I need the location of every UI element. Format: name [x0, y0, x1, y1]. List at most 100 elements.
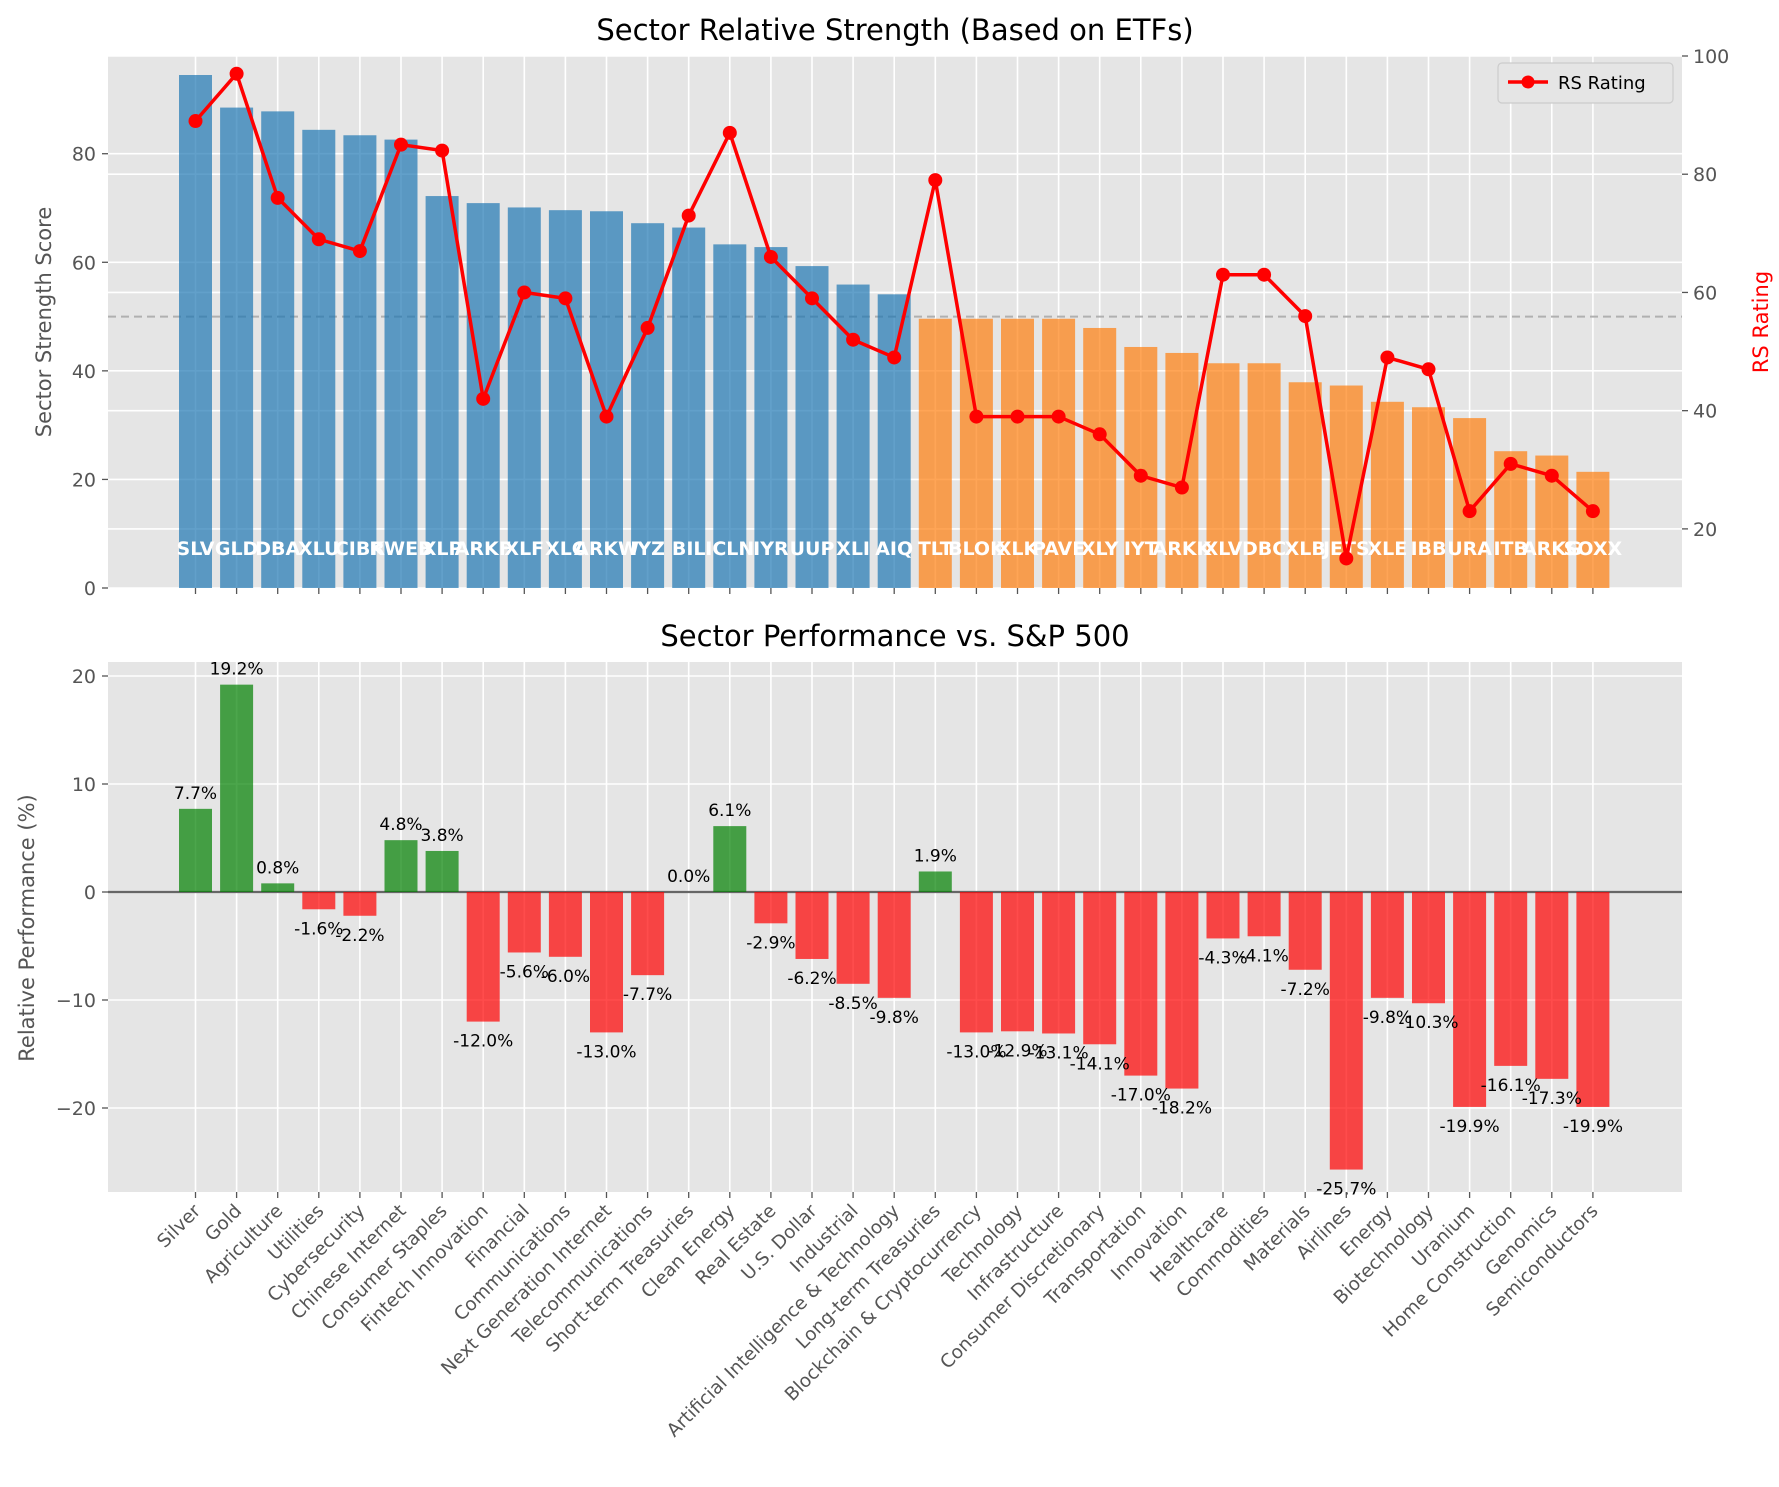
- value-label: -4.3%: [1198, 948, 1247, 968]
- performance-bar: [1001, 892, 1034, 1032]
- performance-bar: [590, 892, 623, 1033]
- rs-rating-markers: [188, 66, 1600, 566]
- y-tick-label: 0: [84, 882, 96, 904]
- strength-chart-title: Sector Relative Strength (Based on ETFs): [596, 13, 1193, 47]
- rs-marker: [558, 291, 573, 306]
- value-label: -9.8%: [1363, 1008, 1412, 1028]
- performance-x-ticks: SilverGoldAgricultureUtilitiesCybersecur…: [153, 1192, 1602, 1441]
- strength-bar: [1370, 401, 1404, 588]
- strength-x-ticks: [194, 588, 1594, 594]
- rs-y-ticks: 20 40 60 80 100: [1682, 46, 1729, 541]
- rs-marker: [1216, 267, 1230, 282]
- strength-bar: [1083, 327, 1117, 588]
- performance-bar: [507, 892, 541, 953]
- performance-bar: [425, 850, 459, 892]
- ticker-label: GLD: [215, 538, 258, 560]
- ticker-label: UUP: [790, 538, 835, 560]
- ticker-label: KWEB: [369, 538, 432, 560]
- ticker-label: XLP: [422, 538, 463, 560]
- y-tick-label: 0: [84, 578, 96, 600]
- strength-bar: [425, 196, 459, 589]
- value-label: -12.9%: [987, 1041, 1047, 1061]
- rs-marker: [763, 249, 778, 264]
- rs-marker: [229, 66, 244, 81]
- ticker-label: XLI: [836, 538, 870, 560]
- rs-marker: [188, 114, 203, 129]
- performance-bar: [1124, 892, 1158, 1076]
- rs-marker: [352, 244, 367, 259]
- ticker-label: DBC: [1242, 538, 1286, 560]
- performance-bar: [302, 892, 336, 910]
- value-label: -19.9%: [1440, 1117, 1500, 1137]
- performance-bar: [466, 892, 500, 1022]
- ticker-label: ARKG: [1522, 538, 1582, 560]
- strength-bar: [877, 294, 911, 588]
- strength-bar: [302, 129, 336, 589]
- rs-marker: [1257, 267, 1272, 282]
- ticker-label: XLU: [298, 538, 340, 560]
- value-label: -6.0%: [541, 967, 590, 987]
- strength-bar: [795, 266, 829, 588]
- performance-bar: [179, 808, 212, 892]
- performance-bar: [1576, 892, 1610, 1107]
- performance-y-label: Relative Performance (%): [15, 794, 39, 1061]
- strength-bar: [754, 247, 788, 589]
- performance-bar: [343, 892, 377, 916]
- performance-bar: [1329, 892, 1363, 1170]
- ticker-label: BIL: [672, 538, 706, 560]
- strength-bar: [1576, 471, 1610, 588]
- value-label: 19.2%: [210, 660, 264, 680]
- strength-y-label: Sector Strength Score: [32, 207, 56, 438]
- value-label: -10.3%: [1398, 1013, 1458, 1033]
- performance-bar: [795, 892, 829, 959]
- y2-tick-label: 60: [1693, 282, 1717, 304]
- strength-bar: [384, 139, 418, 588]
- performance-chart: 7.7% 19.2% 0.8% -1.6%-2.2% 4.8%3.8% -12.0% -5.…: [15, 619, 1682, 1441]
- legend: RS Rating: [1497, 62, 1674, 104]
- performance-bar: [1288, 892, 1322, 970]
- y-tick-label: −10: [56, 990, 96, 1012]
- value-label: -18.2%: [1152, 1099, 1212, 1119]
- value-label: -2.2%: [335, 926, 384, 946]
- ticker-label: XLF: [504, 538, 544, 560]
- strength-bar: [179, 75, 212, 588]
- strength-bar: [1042, 318, 1076, 588]
- rs-y-label: RS Rating: [1749, 271, 1773, 373]
- y2-tick-label: 80: [1693, 164, 1717, 186]
- rs-marker: [805, 291, 819, 306]
- value-label: -14.1%: [1070, 1054, 1130, 1074]
- value-label: -8.5%: [828, 994, 877, 1014]
- performance-bar: [1535, 892, 1569, 1079]
- ticker-label: DBA: [255, 538, 300, 560]
- ticker-label: ARKW: [574, 538, 639, 560]
- performance-bar: [261, 883, 295, 892]
- ticker-label: ARKK: [1153, 538, 1213, 560]
- performance-bar: [1412, 892, 1445, 1004]
- rs-marker: [1133, 468, 1148, 483]
- value-label: 3.8%: [420, 826, 463, 846]
- value-label: -16.1%: [1481, 1076, 1541, 1096]
- rs-marker: [1585, 504, 1600, 519]
- ticker-label: XLE: [1368, 538, 1408, 560]
- y2-tick-label: 100: [1693, 46, 1729, 68]
- performance-bar: [1165, 892, 1199, 1089]
- rs-marker: [1010, 409, 1025, 424]
- strength-bar: [220, 107, 254, 589]
- rs-marker: [1462, 504, 1477, 519]
- rs-marker: [435, 143, 450, 158]
- value-label: -13.0%: [946, 1042, 1006, 1062]
- value-label: 7.7%: [174, 784, 217, 804]
- ticker-label: XLB: [1285, 538, 1326, 560]
- strength-y-ticks: 0 20 40 60 80: [72, 144, 108, 600]
- strength-bar: [1453, 418, 1487, 588]
- ticker-label: AIQ: [875, 538, 913, 560]
- rs-marker: [270, 190, 285, 205]
- strength-bar: [918, 318, 952, 588]
- value-label: -13.0%: [576, 1042, 636, 1062]
- strength-bar: [590, 211, 623, 588]
- value-label: 1.9%: [914, 846, 957, 866]
- ticker-label: XLY: [1081, 538, 1119, 560]
- strength-bar: [631, 223, 665, 588]
- rs-marker: [1298, 309, 1313, 324]
